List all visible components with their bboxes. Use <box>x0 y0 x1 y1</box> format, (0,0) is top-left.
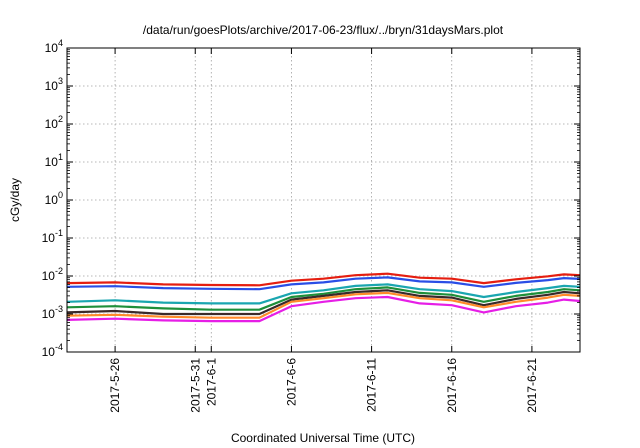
series-line-6 <box>66 291 581 319</box>
x-tick-label: 2017-6-6 <box>284 358 298 406</box>
series-layer <box>66 272 581 323</box>
y-axis-label: cGy/day <box>8 178 22 222</box>
series-line-2 <box>66 276 581 291</box>
x-tick-label: 2017-6-21 <box>525 358 539 413</box>
x-tick-label: 2017-6-16 <box>445 358 459 413</box>
x-axis-label: Coordinated Universal Time (UTC) <box>231 431 415 445</box>
x-tick-label: 2017-6-11 <box>365 358 379 412</box>
series-line-3 <box>66 283 581 305</box>
y-tick-label: 100 <box>45 190 63 207</box>
y-tick-label: 10-1 <box>42 228 63 245</box>
series-line-5 <box>66 289 581 316</box>
grid <box>67 48 580 352</box>
y-tick-label: 103 <box>45 76 63 93</box>
series-line-7 <box>66 295 581 323</box>
ticks: 10-4 10-3 10-2 10-1 100 101 102 103 104 2017-5-26… <box>42 38 580 413</box>
series-line-1 <box>66 272 581 287</box>
x-tick-label: 2017-5-26 <box>108 358 122 413</box>
chart-title: /data/run/goesPlots/archive/2017-06-23/f… <box>143 23 504 37</box>
y-tick-label: 10-3 <box>42 304 63 321</box>
y-tick-label: 10-4 <box>42 342 63 359</box>
y-tick-label: 104 <box>45 38 63 55</box>
y-tick-label: 10-2 <box>42 266 63 283</box>
x-tick-label: 2017-6-1 <box>204 358 218 406</box>
x-tick-label: 2017-5-31 <box>188 358 202 413</box>
y-tick-label: 102 <box>45 114 63 131</box>
series-line-4 <box>66 286 581 311</box>
y-tick-label: 101 <box>45 152 63 169</box>
